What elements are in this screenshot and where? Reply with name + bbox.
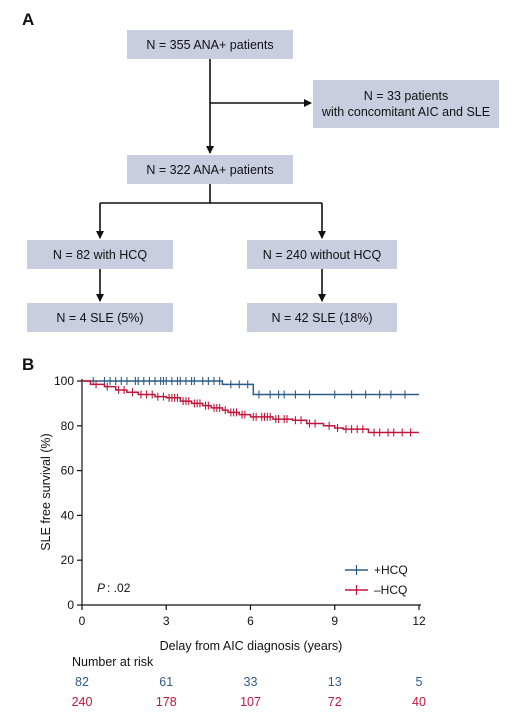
y-tick-label: 60 (61, 464, 75, 478)
p-label: P (97, 581, 105, 595)
x-tick-label: 9 (331, 614, 338, 628)
box-top (127, 30, 293, 59)
y-tick-label: 80 (61, 419, 75, 433)
box-mid (127, 155, 293, 184)
box-right (247, 240, 397, 269)
risk-value-hcq: 5 (416, 675, 423, 689)
risk-value-no-hcq: 72 (328, 695, 342, 709)
box-left-label: N = 82 with HCQ (53, 248, 147, 262)
risk-value-hcq: 82 (75, 675, 89, 689)
risk-value-hcq: 33 (244, 675, 258, 689)
box-side-label-1: N = 33 patients (364, 89, 448, 103)
box-top-label: N = 355 ANA+ patients (146, 38, 273, 52)
y-tick-label: 0 (67, 598, 74, 612)
panel-b-letter: B (22, 355, 35, 374)
box-side-label-2: with concomitant AIC and SLE (321, 105, 490, 119)
box-side (313, 80, 499, 128)
box-left-out-label: N = 4 SLE (5%) (56, 311, 143, 325)
risk-table-title: Number at risk (72, 655, 154, 669)
box-left (27, 240, 173, 269)
risk-value-no-hcq: 178 (156, 695, 177, 709)
y-axis-title: SLE free survival (%) (39, 433, 53, 550)
risk-value-no-hcq: 40 (412, 695, 426, 709)
box-mid-label: N = 322 ANA+ patients (146, 163, 273, 177)
legend-label: +HCQ (374, 563, 408, 577)
x-axis-title: Delay from AIC diagnosis (years) (160, 639, 343, 653)
km-legend: +HCQ –HCQ (345, 563, 408, 597)
y-tick-label: 20 (61, 553, 75, 567)
flow-arrows (96, 59, 326, 302)
x-tick-label: 12 (412, 614, 426, 628)
km-curves (82, 377, 419, 437)
p-value-text: P: .02 (97, 581, 131, 595)
km-axes: 0 20 40 60 80 100 0 3 6 9 12 (54, 374, 426, 628)
risk-value-hcq: 13 (328, 675, 342, 689)
box-right-out-label: N = 42 SLE (18%) (271, 311, 372, 325)
flowchart: N = 355 ANA+ patients N = 33 patients wi… (27, 30, 499, 332)
box-left-out (27, 303, 173, 332)
p-value: : .02 (107, 581, 131, 595)
box-right-label: N = 240 without HCQ (263, 248, 382, 262)
box-right-out (247, 303, 397, 332)
risk-table: 82 61 33 13 5 240 178 107 72 40 (72, 675, 426, 709)
panel-a-letter: A (22, 10, 35, 29)
x-tick-label: 3 (163, 614, 170, 628)
x-tick-label: 0 (79, 614, 86, 628)
legend-label: –HCQ (374, 583, 407, 597)
risk-value-no-hcq: 107 (240, 695, 261, 709)
risk-value-no-hcq: 240 (72, 695, 93, 709)
y-tick-label: 100 (54, 374, 74, 388)
risk-value-hcq: 61 (159, 675, 173, 689)
x-tick-label: 6 (247, 614, 254, 628)
y-tick-label: 40 (61, 508, 75, 522)
